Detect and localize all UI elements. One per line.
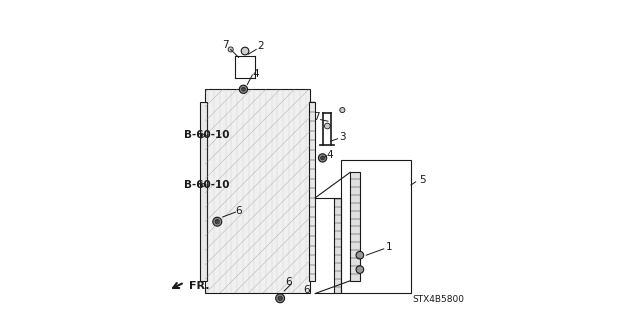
Circle shape — [213, 217, 221, 226]
Polygon shape — [200, 102, 207, 281]
Circle shape — [319, 154, 326, 162]
Circle shape — [241, 47, 249, 55]
Text: B-60-10: B-60-10 — [184, 130, 230, 140]
Polygon shape — [205, 89, 310, 293]
Circle shape — [340, 108, 345, 113]
Circle shape — [241, 87, 245, 91]
Polygon shape — [334, 198, 340, 293]
Text: 4: 4 — [326, 150, 333, 160]
Text: STX4B5800: STX4B5800 — [412, 295, 464, 304]
Text: 5: 5 — [419, 175, 426, 185]
Text: 3: 3 — [340, 131, 346, 142]
Circle shape — [215, 219, 220, 224]
Text: 4: 4 — [252, 69, 259, 79]
Circle shape — [278, 296, 282, 300]
Text: 2: 2 — [258, 41, 264, 51]
Circle shape — [276, 294, 285, 303]
Polygon shape — [350, 172, 360, 281]
Circle shape — [324, 123, 330, 129]
Text: 1: 1 — [386, 242, 393, 252]
Polygon shape — [309, 102, 316, 281]
Text: 7: 7 — [313, 112, 319, 122]
Text: 7: 7 — [223, 40, 229, 50]
Circle shape — [356, 251, 364, 259]
Circle shape — [239, 85, 248, 93]
Text: 6: 6 — [303, 285, 310, 295]
Text: B-60-10: B-60-10 — [184, 180, 230, 190]
Circle shape — [321, 156, 324, 160]
Text: FR.: FR. — [189, 280, 210, 291]
Text: 6: 6 — [285, 277, 292, 287]
Circle shape — [356, 266, 364, 273]
Text: 6: 6 — [236, 206, 242, 216]
Bar — [340, 160, 411, 293]
Circle shape — [228, 47, 233, 52]
